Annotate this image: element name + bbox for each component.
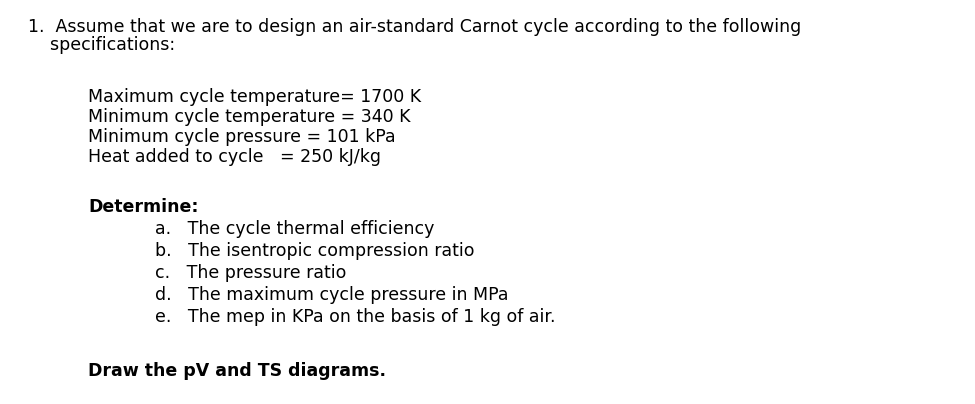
Text: Minimum cycle temperature = 340 K: Minimum cycle temperature = 340 K — [88, 108, 410, 126]
Text: e.   The mep in KPa on the basis of 1 kg of air.: e. The mep in KPa on the basis of 1 kg o… — [155, 308, 556, 326]
Text: Heat added to cycle   = 250 kJ/kg: Heat added to cycle = 250 kJ/kg — [88, 148, 381, 166]
Text: Draw the pV and TS diagrams.: Draw the pV and TS diagrams. — [88, 362, 386, 380]
Text: b.   The isentropic compression ratio: b. The isentropic compression ratio — [155, 242, 475, 260]
Text: c.   The pressure ratio: c. The pressure ratio — [155, 264, 346, 282]
Text: 1.  Assume that we are to design an air-standard Carnot cycle according to the f: 1. Assume that we are to design an air-s… — [28, 18, 801, 36]
Text: a.   The cycle thermal efficiency: a. The cycle thermal efficiency — [155, 220, 435, 238]
Text: specifications:: specifications: — [28, 36, 176, 54]
Text: Determine:: Determine: — [88, 198, 199, 216]
Text: Maximum cycle temperature= 1700 K: Maximum cycle temperature= 1700 K — [88, 88, 421, 106]
Text: d.   The maximum cycle pressure in MPa: d. The maximum cycle pressure in MPa — [155, 286, 509, 304]
Text: Minimum cycle pressure = 101 kPa: Minimum cycle pressure = 101 kPa — [88, 128, 396, 146]
